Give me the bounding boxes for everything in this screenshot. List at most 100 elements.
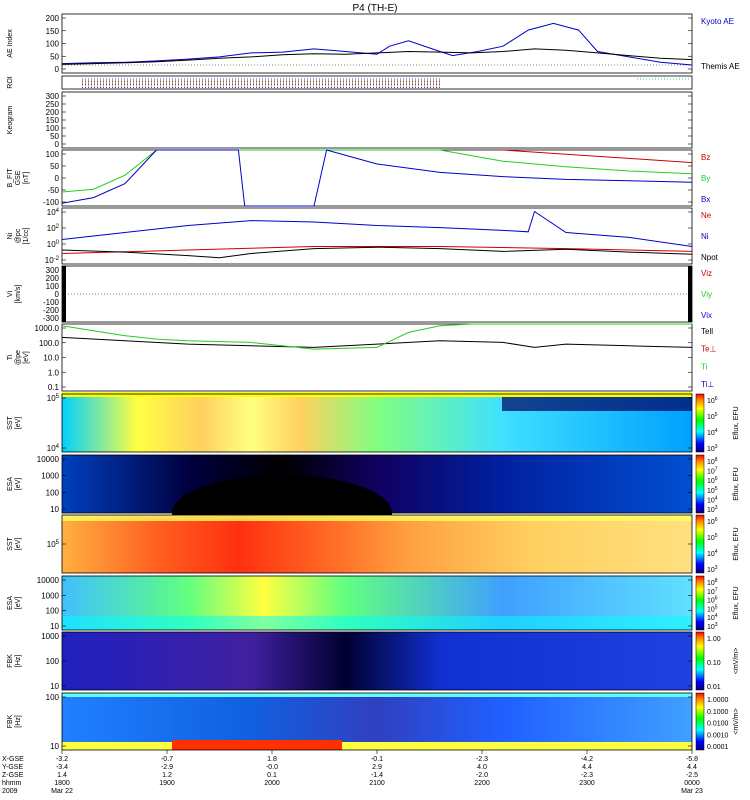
esa1-colorbar-tick: 106 (707, 476, 718, 485)
ni-series-npot (61, 246, 693, 259)
vi-legend-1: Viy (701, 290, 712, 299)
esa1-colorbar-tick: 108 (707, 457, 718, 466)
panel-fbk2: 1.0000 0.1000 0.0100 0.0010 0.0001 <mV/m> FBK[… (7, 692, 740, 751)
keogram-ytick-label: 200 (46, 108, 60, 117)
ni-legend-2: Npot (701, 253, 719, 262)
esa1-colorbar-tick: 105 (707, 486, 718, 495)
panel-roi: ROI (7, 75, 693, 90)
sst1-colorbar-tick: 106 (707, 396, 718, 405)
fbk1-ytick-label: 100 (46, 657, 60, 666)
fbk2-colorbar (695, 692, 705, 751)
esa2-ylabel: ESA[eV] (7, 596, 22, 610)
keogram-ytick-label: 250 (46, 100, 60, 109)
vi-ylabel: Vi[km/s] (7, 285, 22, 304)
x-tick-x: -2.3 (476, 756, 488, 763)
bfit-frame (61, 149, 693, 207)
bfit-legend-2: Bx (701, 195, 710, 204)
bfit-ytick-label: -100 (43, 198, 60, 207)
x-tick-x: -3.2 (56, 756, 68, 763)
ti-ytick-label: 10.0 (43, 354, 59, 363)
ae-series-kyoto-ae (61, 22, 693, 66)
esa2-frame (61, 575, 693, 631)
x-tick-y: 4.4 (582, 764, 592, 771)
fbk1-colorbar-tick: 0.01 (707, 684, 721, 691)
ae-legend-1: Themis AE (701, 62, 740, 71)
sst1-ylabel: SST[eV] (7, 415, 22, 429)
x-tick-x: 1.8 (267, 756, 277, 763)
keogram-ytick-label: 150 (46, 116, 60, 125)
ae-ytick-label: 200 (46, 14, 60, 23)
ae-ytick-label: 50 (50, 52, 59, 61)
ae-ytick-label: 150 (46, 27, 60, 36)
x-tick-y: 2.9 (372, 764, 382, 771)
fbk2-ytick-label: 10 (50, 742, 59, 751)
ti-ytick-label: 1000.0 (35, 324, 60, 333)
bfit-series-bx (61, 149, 693, 207)
bfit-ytick-label: -50 (47, 186, 59, 195)
vi-ytick-label: -200 (43, 306, 60, 315)
sst1-frame (61, 393, 693, 453)
vi-ytick-label: 100 (46, 282, 60, 291)
esa2-colorbar-tick: 104 (707, 613, 718, 622)
ti-ytick-label: 0.1 (48, 383, 60, 392)
esa2-colorbar-tick: 108 (707, 578, 718, 587)
keogram-ytick-label: 100 (46, 124, 60, 133)
fbk2-colorbar-tick: 0.1000 (707, 709, 729, 716)
ni-legend-0: Ne (701, 211, 712, 220)
esa1-ytick-label: 10 (50, 505, 59, 514)
sst2-colorbar-tick: 106 (707, 517, 718, 526)
esa2-ytick-label: 10 (50, 622, 59, 631)
fbk2-ylabel: FBK[Hz] (7, 714, 22, 728)
panel-fbk1: 1.00 0.10 0.01 <mV/m> FBK[Hz] 1000 100 10 (7, 631, 740, 691)
esa1-colorbar-label: Eflux, EFU (733, 467, 740, 500)
vi-ytick-label: -300 (43, 314, 60, 323)
sst2-ylabel: SST[eV] (7, 536, 22, 550)
ae-ytick-label: 0 (55, 65, 60, 74)
x-tick-y: -2.9 (161, 764, 173, 771)
ae-ylabel: AE Index (7, 29, 14, 58)
keogram-frame (61, 91, 693, 149)
x-tick-y: 4.0 (477, 764, 487, 771)
fbk1-ylabel: FBK[Hz] (7, 654, 22, 668)
esa1-colorbar-tick: 104 (707, 495, 718, 504)
ti-legend-0: Tell (701, 327, 713, 336)
x-tick-z: 0.1 (267, 772, 277, 779)
panel-bfit: B_FITGSE[nT] 100 50 0 -50 -100 Bz By Bx (7, 149, 710, 207)
x-tick-y: -3.4 (56, 764, 68, 771)
fbk2-colorbar-tick: 0.0010 (707, 732, 729, 739)
bfit-ytick-label: 50 (50, 162, 59, 171)
sst2-colorbar-tick: 105 (707, 533, 718, 542)
x-row-label: X-GSE (2, 756, 24, 763)
keogram-ytick-label: 50 (50, 132, 59, 141)
bfit-ytick-label: 0 (55, 174, 60, 183)
vi-ytick-label: 200 (46, 274, 60, 283)
plot-title: P4 (TH-E) (353, 3, 398, 14)
ni-ytick-label: 104 (47, 208, 60, 217)
ti-series-ti (61, 323, 692, 350)
fbk1-ytick-label: 1000 (41, 632, 59, 641)
vi-ytick-label: 0 (55, 290, 60, 299)
esa2-colorbar-tick: 106 (707, 596, 718, 605)
fbk1-spectrogram (62, 632, 692, 690)
x-tick-y: -0.0 (266, 764, 278, 771)
fbk2-intense-band (172, 740, 342, 750)
esa2-ytick-label: 100 (46, 607, 60, 616)
vi-ytick-label: 300 (46, 266, 60, 275)
bfit-ylabel: B_FITGSE[nT] (7, 168, 30, 188)
esa2-colorbar (695, 575, 705, 631)
ti-ytick-label: 100.0 (39, 339, 60, 348)
x-tick-z: 1.2 (162, 772, 172, 779)
x-tick-t: 2300 (579, 780, 595, 787)
ti-legend-1: Te⊥ (701, 345, 716, 354)
esa2-colorbar-tick: 107 (707, 587, 718, 596)
x-row-label: 2009 (2, 788, 18, 795)
ae-series-themis-ae (61, 48, 693, 65)
x-tick-z: -1.4 (371, 772, 383, 779)
sst1-colorbar-tick: 105 (707, 412, 718, 421)
panel-ti: Ti@pe[eV] 1000.0 100.0 10.0 1.0 0.1 Tell Te⊥ Ti T… (7, 323, 716, 392)
sst1-colorbar-label: Eflux, EFU (733, 406, 740, 439)
fbk2-spectrogram (62, 693, 692, 750)
x-tick-z: -2.0 (476, 772, 488, 779)
